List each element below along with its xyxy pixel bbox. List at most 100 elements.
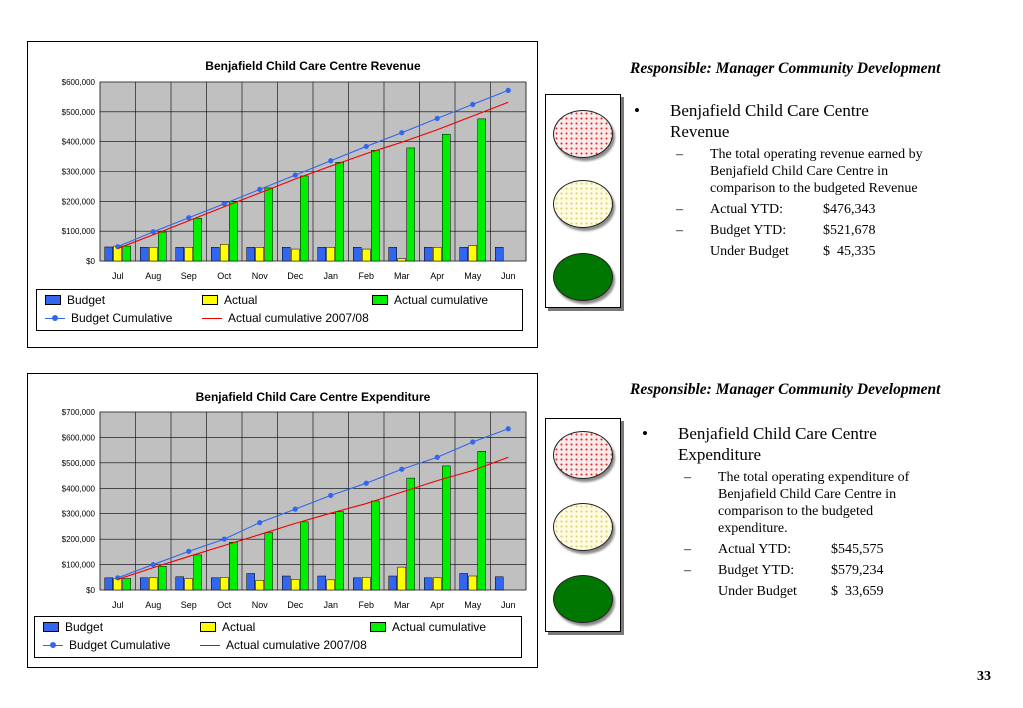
bar-actual <box>149 247 158 262</box>
legend-budget-cumulative-line <box>43 641 63 649</box>
bar-budget <box>140 577 149 591</box>
bar-actual <box>220 244 229 262</box>
revenue-chart: Benjafield Child Care Centre Revenue $0 $1… <box>27 41 538 348</box>
point-budget-cumulative <box>221 536 227 542</box>
legend-actual-cumulative-label: Actual cumulative <box>394 293 489 307</box>
bar-actual-cumulative <box>122 578 131 591</box>
actual-ytd-value: $476,343 <box>823 202 876 217</box>
legend-budget-label: Budget <box>67 293 106 307</box>
bar-actual <box>468 575 477 591</box>
dash-icon: – <box>684 470 691 485</box>
point-budget-cumulative <box>328 158 334 164</box>
dash-icon: – <box>684 542 691 557</box>
line-actual-cumulative-2007-08 <box>117 101 509 249</box>
bar-budget <box>282 575 291 591</box>
x-tick-label: Dec <box>287 600 304 610</box>
variance-value: $ 33,659 <box>831 584 884 599</box>
bar-actual-cumulative <box>442 465 451 591</box>
point-budget-cumulative <box>221 201 227 207</box>
revenue-summary: • Benjafield Child Care Centre Revenue – T… <box>630 100 960 260</box>
sub-bullet-item: – Budget YTD: $521,678 <box>630 222 960 239</box>
legend-budget-label: Budget <box>65 620 104 634</box>
summary-description: The total operating revenue earned by Be… <box>710 147 923 196</box>
point-budget-cumulative <box>434 454 440 460</box>
sub-bullet-item: – The total operating revenue earned by B… <box>630 146 960 197</box>
bar-actual <box>291 248 300 262</box>
bar-budget <box>175 247 184 262</box>
bar-actual <box>326 579 335 591</box>
budget-ytd-label: Budget YTD: <box>710 223 787 238</box>
legend-actual-cumulative-2007-line <box>200 641 220 649</box>
bar-actual-cumulative <box>158 566 167 591</box>
bar-actual-cumulative <box>300 521 309 591</box>
point-budget-cumulative <box>470 101 476 107</box>
expenditure-chart-legend: Budget Actual Actual cumulative Budget C… <box>34 616 522 658</box>
bar-actual-cumulative <box>477 451 486 591</box>
bar-budget <box>388 575 397 591</box>
traffic-light <box>545 418 621 632</box>
legend-budget-swatch <box>43 622 59 632</box>
bar-budget <box>459 247 468 262</box>
bar-budget <box>317 575 326 591</box>
y-tick-label: $200,000 <box>62 197 96 206</box>
bar-actual <box>149 577 158 591</box>
traffic-light-yellow-lamp <box>553 180 613 228</box>
x-tick-label: Feb <box>358 271 374 281</box>
legend-budget-swatch <box>45 295 61 305</box>
x-tick-label: Jun <box>501 271 516 281</box>
bar-actual-cumulative <box>229 201 238 262</box>
bar-budget <box>104 246 113 262</box>
summary-description: The total operating expenditure of Benja… <box>718 470 910 536</box>
legend-actual-cumulative-2007-line <box>202 314 222 322</box>
chart-title: Benjafield Child Care Centre Expenditure <box>196 390 431 404</box>
legend-actual-label: Actual <box>224 293 258 307</box>
responsible-heading: Responsible: Manager Community Developme… <box>630 381 941 398</box>
y-tick-label: $100,000 <box>62 227 96 236</box>
bar-actual-cumulative <box>406 477 415 591</box>
bar-budget <box>388 247 397 262</box>
y-tick-label: $400,000 <box>62 484 96 493</box>
y-tick-label: $300,000 <box>62 510 96 519</box>
point-budget-cumulative <box>434 115 440 121</box>
variance-row: Under Budget $ 45,335 <box>630 243 960 260</box>
dash-icon: – <box>676 202 683 217</box>
expenditure-chart-svg: Benjafield Child Care Centre Expenditure… <box>62 390 527 610</box>
expenditure-chart: Benjafield Child Care Centre Expenditure… <box>27 373 538 668</box>
bar-budget <box>282 247 291 262</box>
point-budget-cumulative <box>186 548 192 554</box>
revenue-chart-svg: Benjafield Child Care Centre Revenue $0 $1… <box>62 59 527 281</box>
x-tick-label: Feb <box>358 600 374 610</box>
dash-icon: – <box>684 563 691 578</box>
y-tick-label: $500,000 <box>62 459 96 468</box>
bar-actual <box>184 578 193 591</box>
x-tick-label: Jul <box>112 600 124 610</box>
expenditure-summary: • Benjafield Child Care Centre Expenditur… <box>638 423 968 600</box>
bar-actual-cumulative <box>193 218 202 262</box>
bar-budget <box>353 247 362 262</box>
bar-actual <box>255 247 264 262</box>
variance-value: $ 45,335 <box>823 244 876 259</box>
bullet-item: • Benjafield Child Care Centre Revenue <box>630 100 960 142</box>
x-tick-label: Oct <box>217 271 232 281</box>
bar-budget <box>424 247 433 262</box>
bar-budget <box>246 247 255 262</box>
x-tick-label: Mar <box>394 271 410 281</box>
bar-actual <box>468 245 477 262</box>
page-number: 33 <box>977 669 991 684</box>
traffic-light-red-lamp <box>553 110 613 158</box>
x-tick-label: Oct <box>217 600 232 610</box>
x-tick-label: Jun <box>501 600 516 610</box>
point-budget-cumulative <box>150 229 156 235</box>
point-budget-cumulative <box>399 466 405 472</box>
bar-actual-cumulative <box>300 175 309 262</box>
budget-ytd-label: Budget YTD: <box>718 563 795 578</box>
x-tick-label: May <box>464 600 482 610</box>
bar-budget <box>495 247 504 262</box>
x-tick-label: Mar <box>394 600 410 610</box>
y-tick-label: $600,000 <box>62 433 96 442</box>
legend-actual-label: Actual <box>222 620 256 634</box>
bar-actual <box>255 580 264 591</box>
bullet-icon: • <box>634 101 640 120</box>
x-tick-label: Nov <box>252 600 269 610</box>
traffic-light-yellow-lamp <box>553 503 613 551</box>
